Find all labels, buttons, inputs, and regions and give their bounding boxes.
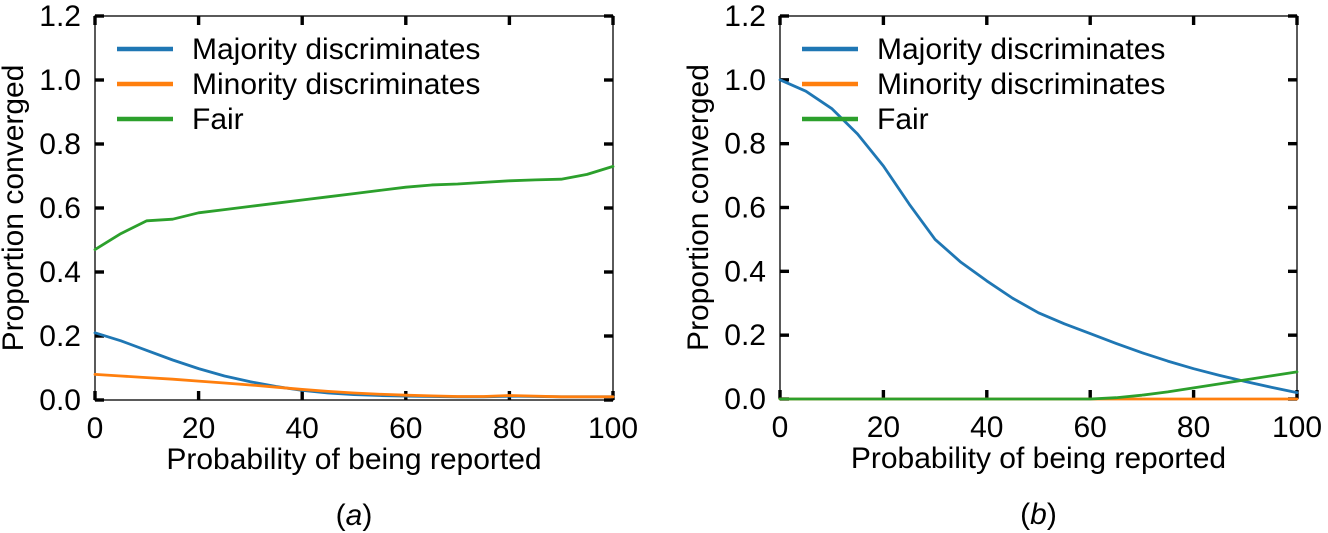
- svg-text:0.0: 0.0: [724, 383, 766, 416]
- svg-text:40: 40: [286, 412, 319, 445]
- svg-text:60: 60: [1074, 411, 1107, 444]
- svg-text:80: 80: [493, 412, 526, 445]
- svg-text:0.8: 0.8: [724, 128, 766, 161]
- svg-text:Minority discriminates: Minority discriminates: [877, 68, 1165, 101]
- svg-text:0.0: 0.0: [39, 384, 81, 417]
- svg-text:0.2: 0.2: [39, 320, 81, 353]
- svg-text:1.2: 1.2: [39, 0, 81, 33]
- svg-text:100: 100: [588, 412, 638, 445]
- svg-text:Fair: Fair: [192, 103, 244, 136]
- svg-text:Proportion converged: Proportion converged: [682, 64, 715, 351]
- svg-text:(b): (b): [1020, 498, 1057, 531]
- svg-text:Probability of being reported: Probability of being reported: [851, 442, 1226, 475]
- svg-text:Majority discriminates: Majority discriminates: [877, 33, 1165, 66]
- svg-text:Proportion converged: Proportion converged: [0, 65, 30, 352]
- svg-text:60: 60: [389, 412, 422, 445]
- svg-text:0.2: 0.2: [724, 319, 766, 352]
- svg-text:Probability of being reported: Probability of being reported: [166, 443, 541, 476]
- svg-text:0: 0: [772, 411, 789, 444]
- svg-text:1.0: 1.0: [39, 64, 81, 97]
- svg-text:0.4: 0.4: [724, 255, 766, 288]
- svg-text:Majority discriminates: Majority discriminates: [192, 33, 480, 66]
- svg-text:40: 40: [970, 411, 1003, 444]
- svg-text:Fair: Fair: [877, 103, 929, 136]
- svg-text:20: 20: [867, 411, 900, 444]
- svg-text:0.6: 0.6: [724, 192, 766, 225]
- svg-text:0.4: 0.4: [39, 256, 81, 289]
- svg-text:0.6: 0.6: [39, 192, 81, 225]
- svg-text:Minority discriminates: Minority discriminates: [192, 68, 480, 101]
- svg-text:(a): (a): [336, 499, 373, 532]
- svg-text:1.0: 1.0: [724, 64, 766, 97]
- svg-text:0.8: 0.8: [39, 128, 81, 161]
- svg-text:80: 80: [1177, 411, 1210, 444]
- svg-text:0: 0: [87, 412, 104, 445]
- svg-text:100: 100: [1272, 411, 1322, 444]
- svg-text:1.2: 1.2: [724, 0, 766, 33]
- svg-text:20: 20: [182, 412, 215, 445]
